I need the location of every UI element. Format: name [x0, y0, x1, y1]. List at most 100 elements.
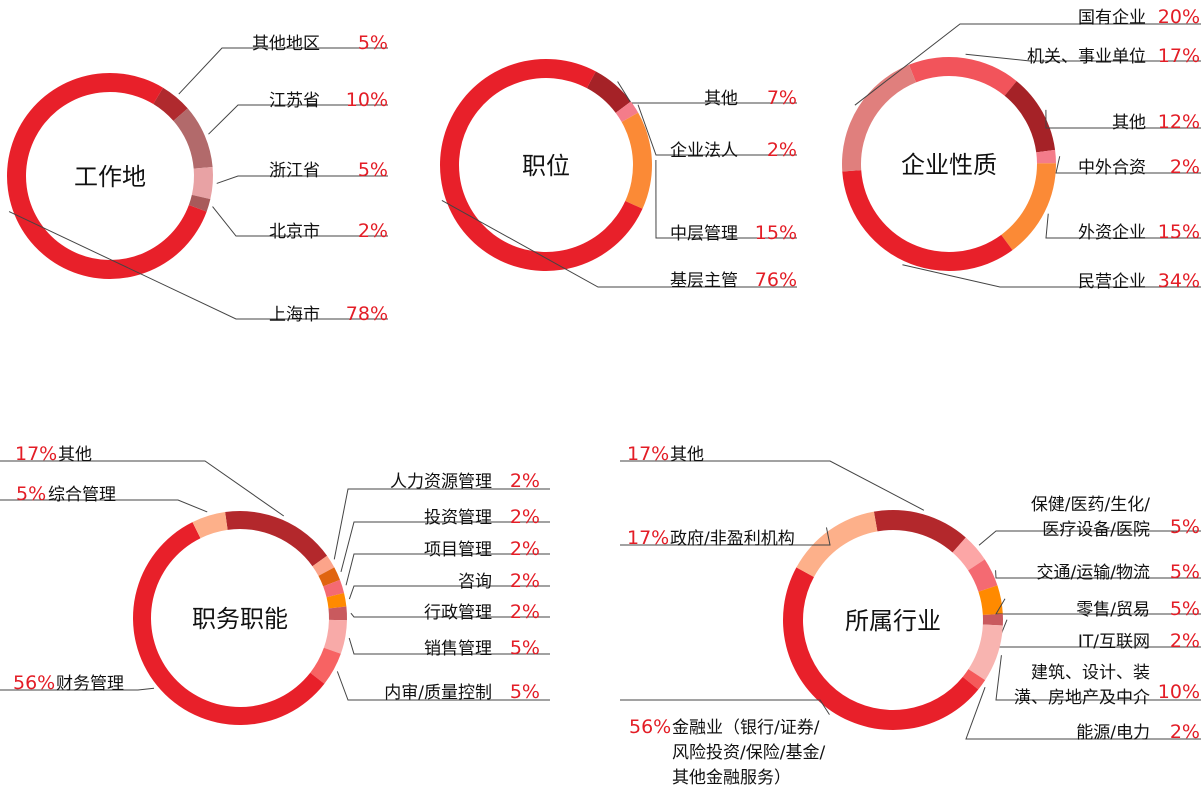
slice-label: 其他	[704, 89, 738, 109]
slice-percentage: 76%	[755, 269, 797, 291]
slice-percentage: 78%	[346, 303, 388, 325]
slice-percentage: 12%	[1158, 111, 1200, 133]
slice-label: 咨询	[458, 572, 492, 592]
donut-slice	[783, 567, 979, 730]
slice-label: 北京市	[269, 222, 320, 242]
donut-slice	[968, 559, 998, 592]
chart-center-title: 工作地	[74, 163, 146, 191]
slice-percentage: 5%	[358, 32, 388, 54]
leader-line	[1055, 156, 1201, 174]
slice-label: 外资企业	[1078, 223, 1146, 243]
slice-percentage: 17%	[627, 527, 669, 549]
leader-line	[902, 264, 1201, 288]
slice-label: 企业法人	[670, 141, 738, 161]
leader-line	[8, 211, 388, 320]
donut-slice	[1004, 81, 1056, 153]
leader-line	[348, 585, 550, 600]
slice-label: 金融业（银行/证券/风险投资/保险/基金/其他金融服务）	[672, 718, 825, 788]
slice-percentage: 5%	[1170, 561, 1200, 583]
leader-line	[995, 570, 1201, 579]
leader-line	[978, 530, 1201, 546]
slice-label: 内审/质量控制	[384, 683, 492, 703]
slice-label: 民营企业	[1078, 272, 1146, 292]
leader-line	[0, 460, 285, 517]
donut-slice	[621, 112, 652, 209]
donut-slice	[873, 509, 966, 553]
slice-label: 行政管理	[424, 603, 492, 623]
leader-line	[441, 200, 797, 288]
slice-percentage: 17%	[627, 443, 669, 465]
slice-percentage: 15%	[755, 222, 797, 244]
slice-percentage: 15%	[1158, 221, 1200, 243]
leader-line	[965, 687, 1201, 740]
leader-line	[0, 687, 155, 691]
donut-slice	[982, 613, 1003, 626]
slice-percentage: 7%	[767, 87, 797, 109]
leader-line	[655, 160, 797, 239]
leader-line	[995, 598, 1201, 615]
donut-slice	[842, 64, 917, 172]
leader-line	[1045, 213, 1201, 239]
leader-line	[1045, 109, 1201, 129]
chart-center-title: 所属行业	[845, 607, 941, 635]
slice-label: 其他地区	[252, 34, 320, 54]
donut-slice	[312, 555, 335, 576]
slice-percentage: 20%	[1158, 6, 1200, 28]
slice-percentage: 56%	[629, 716, 671, 738]
slice-percentage: 10%	[1158, 681, 1200, 703]
donut-slice	[318, 567, 340, 587]
slice-percentage: 2%	[358, 220, 388, 242]
slice-label: 建筑、设计、装潢、房地产及中介	[1014, 663, 1150, 708]
slice-percentage: 2%	[1170, 630, 1200, 652]
donut-slice	[323, 579, 345, 598]
slice-label: 销售管理	[424, 639, 492, 659]
slice-label: 零售/贸易	[1076, 600, 1150, 620]
slice-label: 国有企业	[1078, 8, 1146, 28]
slice-label: 投资管理	[424, 508, 492, 528]
slice-percentage: 2%	[510, 601, 540, 623]
slice-percentage: 2%	[1170, 156, 1200, 178]
slice-percentage: 2%	[510, 506, 540, 528]
slice-label: IT/互联网	[1078, 632, 1150, 652]
donut-slice	[328, 606, 347, 621]
donut-slice	[173, 108, 213, 169]
slice-label: 上海市	[269, 305, 320, 325]
slice-percentage: 2%	[510, 470, 540, 492]
donut-slice	[615, 101, 639, 123]
donut-slice	[310, 647, 341, 684]
slice-label: 中层管理	[670, 224, 738, 244]
slice-label: 人力资源管理	[390, 472, 492, 492]
slice-label: 江苏省	[269, 91, 320, 111]
leader-line	[216, 175, 388, 184]
slice-percentage: 56%	[13, 672, 55, 694]
slice-label: 基层主管	[670, 271, 738, 291]
leader-line	[178, 47, 388, 95]
slice-percentage: 5%	[358, 159, 388, 181]
leader-line	[620, 527, 831, 546]
slice-percentage: 5%	[510, 637, 540, 659]
donut-slice	[191, 167, 213, 200]
slice-percentage: 17%	[15, 443, 57, 465]
donut-slice	[968, 624, 1003, 681]
slice-percentage: 2%	[1170, 721, 1200, 743]
donut-slice	[326, 593, 347, 609]
slice-percentage: 5%	[1170, 516, 1200, 538]
chart-center-title: 企业性质	[901, 151, 997, 179]
donut-slice	[978, 585, 1003, 615]
leader-line	[212, 206, 388, 237]
chart-center-title: 职位	[522, 152, 570, 180]
slice-percentage: 2%	[767, 139, 797, 161]
slice-label: 综合管理	[48, 485, 116, 505]
leader-line	[350, 612, 550, 618]
slice-label: 项目管理	[424, 540, 492, 560]
donut-slice	[962, 669, 986, 690]
slice-label: 其他	[670, 445, 704, 465]
job-function-donut-chart: 17% 其他 2% 人力资源管理 2% 投资管理 2% 项目管理 2% 咨询 2% 行政管理 5% 销售管…	[0, 443, 550, 725]
leader-line	[620, 460, 925, 511]
position-donut-chart: 7% 其他 2% 企业法人 15% 中层管理 76% 基层主管 职位	[440, 59, 797, 291]
slice-percentage: 17%	[1158, 45, 1200, 67]
donut-slice	[908, 57, 1017, 96]
slice-percentage: 10%	[346, 89, 388, 111]
company-type-donut-chart: 17% 机关、事业单位 12% 其他 2% 中外合资 15% 外资企业 34% 民营企业 20% 国有…	[842, 6, 1201, 292]
